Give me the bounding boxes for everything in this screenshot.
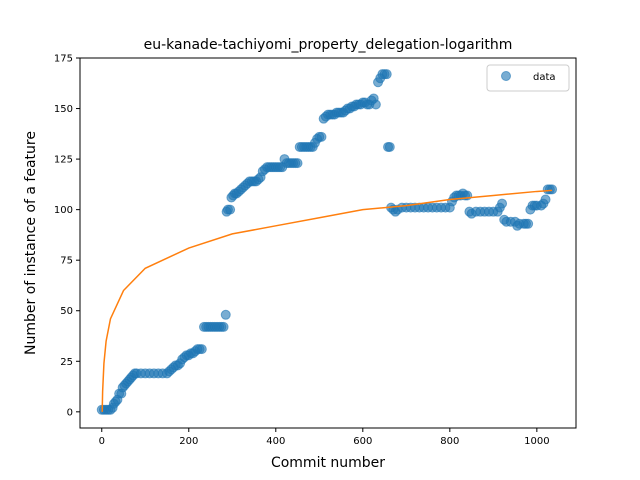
legend-marker [501,71,511,81]
data-point [497,198,508,209]
data-point [225,204,236,215]
fit-line [101,189,553,412]
data-point [196,344,207,355]
y-tick-label: 150 [54,104,73,115]
x-tick-label: 1000 [524,436,549,447]
x-tick-label: 200 [179,436,198,447]
data-point [292,158,303,169]
data-point [540,194,551,205]
chart-title: eu-kanade-tachiyomi_property_delegation-… [144,37,513,53]
scatter-series [96,69,558,415]
data-point [384,141,395,152]
data-point [220,309,231,320]
x-axis: 0 200 400 600 800 1000 [99,428,550,447]
plot-area [96,69,558,415]
legend-label-data: data [533,72,556,83]
y-tick-label: 125 [54,155,73,166]
y-tick-label: 0 [67,407,73,418]
y-tick-label: 175 [54,54,73,65]
data-point [316,131,327,142]
data-point [523,218,534,229]
data-point [218,321,229,332]
legend: data [486,64,570,92]
x-axis-title: Commit number [271,455,385,471]
y-tick-label: 25 [60,357,73,368]
x-tick-label: 0 [99,436,105,447]
data-point [381,69,392,80]
data-point [547,184,558,195]
x-tick-label: 400 [266,436,285,447]
y-axis-title: Number of instance of a feature [23,131,39,355]
y-axis: 0 25 50 75 100 125 150 175 [54,54,80,418]
legend-box [486,64,570,92]
y-tick-label: 75 [60,256,73,267]
data-point [370,99,381,110]
x-tick-label: 600 [353,436,372,447]
axes-frame [79,57,577,429]
y-tick-label: 100 [54,205,73,216]
x-tick-label: 800 [440,436,459,447]
y-tick-label: 50 [60,306,73,317]
